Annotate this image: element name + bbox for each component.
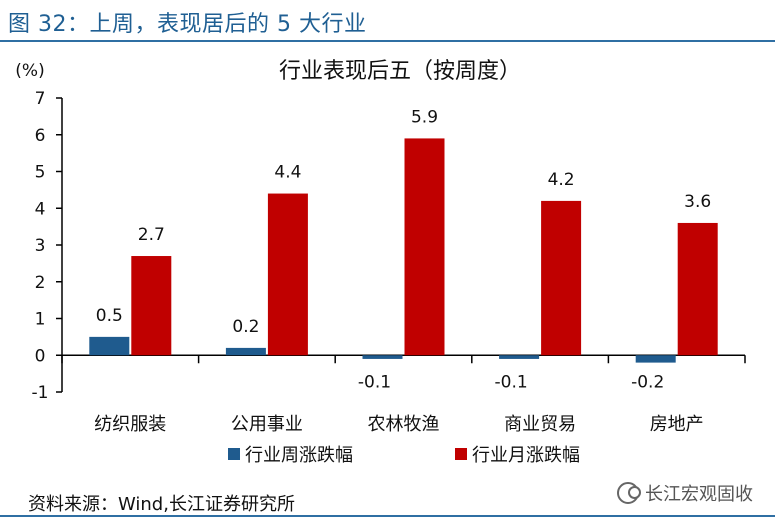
legend-label-2: 行业月涨跌幅 <box>472 445 580 466</box>
y-tick-label: -1 <box>32 383 49 403</box>
watermark: 长江宏观固收 <box>617 480 753 506</box>
weekly-bar-2 <box>225 347 266 356</box>
bar-chart: 行业表现后五（按周度） (%) -1 0 1 2 3 4 5 6 7 纺织服装 0.5 2.7 公用事业… <box>15 59 746 466</box>
y-tick-label: 2 <box>35 273 46 293</box>
wechat-icon <box>617 482 641 504</box>
x-category-label: 公用事业 <box>231 414 303 435</box>
weekly-data-label-2: 0.2 <box>232 317 259 337</box>
legend-swatch-1 <box>228 448 240 460</box>
watermark-text: 长江宏观固收 <box>645 484 753 505</box>
weekly-data-label-4: -0.1 <box>495 372 528 392</box>
y-tick-label: 5 <box>35 163 46 183</box>
monthly-data-label-2: 4.4 <box>274 163 301 183</box>
y-tick-label: 0 <box>35 346 46 366</box>
monthly-bar-2 <box>267 193 308 356</box>
weekly-bar-3 <box>362 355 403 359</box>
figure-title: 图 32：上周，表现居后的 5 大行业 <box>8 12 367 37</box>
monthly-bar-4 <box>541 200 582 356</box>
monthly-data-label-4: 4.2 <box>548 170 575 190</box>
monthly-data-label-5: 3.6 <box>684 192 711 212</box>
y-tick-label: 6 <box>35 126 46 146</box>
monthly-data-label-3: 5.9 <box>411 107 438 127</box>
monthly-bar-3 <box>404 138 445 356</box>
weekly-data-label-3: -0.1 <box>358 372 391 392</box>
chart-title: 行业表现后五（按周度） <box>279 59 521 84</box>
bottom-divider <box>0 515 775 517</box>
title-divider <box>0 40 775 42</box>
x-category-label: 房地产 <box>650 414 704 435</box>
source-note: 资料来源：Wind,长江证券研究所 <box>28 494 295 515</box>
weekly-data-label-5: -0.2 <box>631 372 664 392</box>
weekly-data-label-1: 0.5 <box>96 306 123 326</box>
weekly-bar-1 <box>89 336 130 356</box>
legend-label-1: 行业周涨跌幅 <box>245 445 353 466</box>
monthly-bar-5 <box>677 222 718 356</box>
x-category-label: 农林牧渔 <box>368 414 440 435</box>
x-category-label: 纺织服装 <box>94 414 166 435</box>
weekly-bar-5 <box>635 355 676 363</box>
x-category-label: 商业贸易 <box>504 414 576 435</box>
y-axis-unit-label: (%) <box>15 61 44 81</box>
y-tick-label: 1 <box>35 310 46 330</box>
monthly-data-label-1: 2.7 <box>138 225 165 245</box>
weekly-bar-4 <box>499 355 540 359</box>
y-tick-label: 7 <box>35 89 46 109</box>
y-tick-label: 3 <box>35 236 46 256</box>
monthly-bar-1 <box>131 256 172 356</box>
y-tick-label: 4 <box>35 199 46 219</box>
legend-swatch-2 <box>455 448 467 460</box>
